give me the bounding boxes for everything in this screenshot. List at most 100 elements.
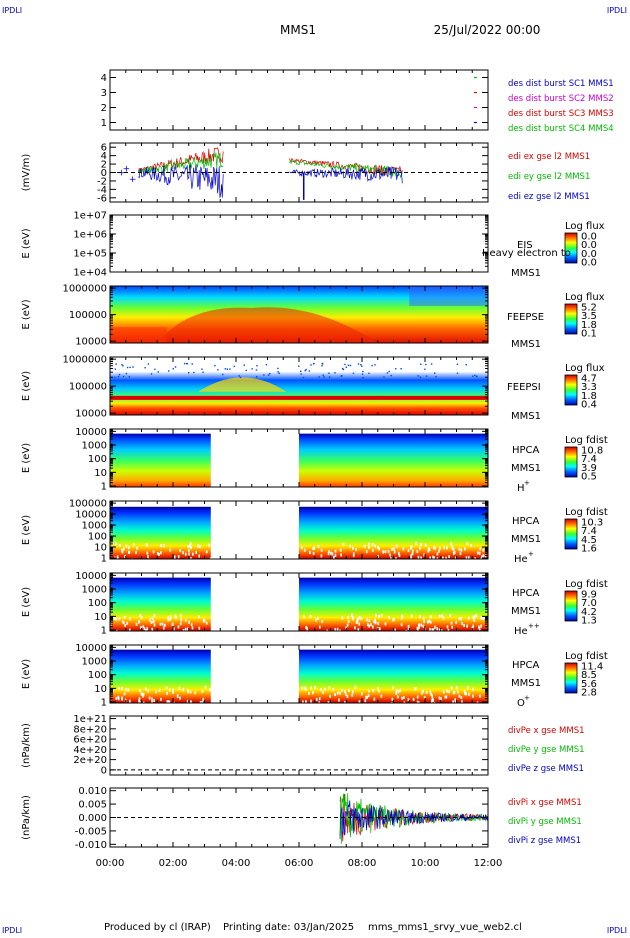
feepsi-speck xyxy=(298,365,300,367)
hpca-sparse-pixel xyxy=(303,615,305,619)
feepsi-speck xyxy=(222,373,224,376)
feepsi-speck xyxy=(121,363,123,366)
spacecraft-label: MMS1 xyxy=(511,268,541,279)
hpca-sparse-pixel xyxy=(162,626,165,630)
hpca-sparse-pixel xyxy=(484,554,487,558)
hpca-sparse-pixel xyxy=(319,625,321,629)
hpca-sparse-pixel xyxy=(310,699,312,703)
hpca-sparse-pixel xyxy=(190,623,193,627)
hpca-sparse-pixel xyxy=(429,620,432,624)
y-tick-label: 1000 xyxy=(82,657,107,668)
feepsi-speck xyxy=(214,364,216,367)
eis-panel-frame xyxy=(109,214,489,273)
y-tick-label: 0 xyxy=(101,765,107,776)
hpca-sparse-pixel xyxy=(187,549,190,553)
feepsi-speck xyxy=(245,369,247,372)
hpca-sparse-pixel xyxy=(341,616,344,620)
hpca-sparse-pixel xyxy=(401,696,403,700)
y-tick-label: 100 xyxy=(88,598,107,609)
species-label: He xyxy=(514,626,528,637)
hpca-sparse-pixel xyxy=(330,551,332,555)
hpca-sparse-pixel xyxy=(453,690,456,694)
hpca-sparse-pixel xyxy=(345,626,347,630)
hpca-sparse-pixel xyxy=(152,619,155,623)
hpca-sparse-pixel xyxy=(169,615,172,619)
hpca-sparse-pixel xyxy=(402,547,405,551)
hpca-sparse-pixel xyxy=(117,695,120,699)
hpca-sparse-pixel xyxy=(358,616,361,620)
feepsi-speck xyxy=(302,376,305,379)
hpca-sparse-pixel xyxy=(458,617,461,621)
hpca-sparse-pixel xyxy=(331,552,334,556)
feepsi-speck xyxy=(368,372,370,375)
hpca-sparse-pixel xyxy=(468,692,470,696)
feepsi-speck xyxy=(144,367,146,369)
feepsi-speck xyxy=(128,376,130,378)
hpca-sparse-pixel xyxy=(346,623,349,627)
hpca-sparse-pixel xyxy=(397,551,400,555)
hpca-sparse-pixel xyxy=(145,628,147,632)
hpca-sparse-pixel xyxy=(373,620,375,624)
feepsi-speck xyxy=(114,376,116,379)
hpca-sparse-pixel xyxy=(378,547,381,551)
feepsi-speck xyxy=(129,366,131,369)
colorbar xyxy=(564,232,578,264)
colorbar-tick-label: 3.9 xyxy=(581,463,597,474)
hpca-sparse-pixel xyxy=(313,546,316,550)
instrument-label: EIS xyxy=(517,240,533,251)
y-tick-label: 10 xyxy=(94,468,107,479)
hpca-sparse-pixel xyxy=(438,696,441,700)
y-axis-label: (mV/m) xyxy=(21,154,32,192)
hpca-sparse-pixel xyxy=(180,618,183,622)
spacecraft-label: MMS1 xyxy=(511,606,541,617)
hpca-sparse-pixel xyxy=(367,623,369,627)
hpca-sparse-pixel xyxy=(312,547,314,551)
feepsi-speck xyxy=(361,365,363,367)
hpca-sparse-pixel xyxy=(174,614,177,618)
legend-entry: divPe y gse MMS1 xyxy=(508,745,585,755)
hpca-sparse-pixel xyxy=(184,627,187,631)
hpca-sparse-pixel xyxy=(390,702,393,706)
legend-entry: edi ex gse l2 MMS1 xyxy=(508,152,590,162)
hpca-sparse-pixel xyxy=(454,698,457,702)
hpca-sparse-pixel xyxy=(160,697,162,701)
legend-entry: divPe x gse MMS1 xyxy=(508,726,585,736)
hpca-sparse-pixel xyxy=(165,686,168,690)
feepsi-speck xyxy=(352,372,355,375)
hpca-spectrogram-segment xyxy=(110,649,211,703)
hpca-sparse-pixel xyxy=(382,550,385,554)
hpca-sparse-pixel xyxy=(360,617,363,621)
species-label: O xyxy=(517,698,525,709)
hpca-sparse-pixel xyxy=(429,627,431,631)
hpca-sparse-pixel xyxy=(480,624,482,628)
hpca-sparse-pixel xyxy=(431,696,434,700)
y-tick-label: 100 xyxy=(88,454,107,465)
feepsi-speck xyxy=(251,368,253,370)
feepsi-speck xyxy=(191,363,193,365)
instrument-label: HPCA xyxy=(512,516,540,527)
y-axis-label: (nPa/km) xyxy=(21,795,32,840)
hpca-sparse-pixel xyxy=(475,613,478,617)
hpca-spectrogram-segment xyxy=(110,433,211,487)
colorbar-title: Log flux xyxy=(565,221,605,232)
hpca-sparse-pixel xyxy=(315,618,317,622)
hpca-sparse-pixel xyxy=(350,558,352,562)
hpca-spectrogram-segment xyxy=(299,506,488,559)
hpca-sparse-pixel xyxy=(410,546,412,550)
hpca-sparse-pixel xyxy=(368,624,371,628)
feepsi-speck xyxy=(419,376,422,378)
feepsi-speck xyxy=(400,368,402,370)
hpca-sparse-pixel xyxy=(146,627,149,631)
feepsi-speck xyxy=(300,370,302,373)
hpca-sparse-pixel xyxy=(167,702,170,706)
hpca-sparse-pixel xyxy=(145,687,147,691)
hpca-sparse-pixel xyxy=(407,627,410,631)
y-tick-label: 1000000 xyxy=(62,355,107,366)
hpca-spectrogram-segment xyxy=(299,433,488,487)
hpca-sparse-pixel xyxy=(446,689,448,693)
y-tick-label: 1e+04 xyxy=(73,268,107,279)
colorbar xyxy=(564,446,578,478)
hpca-sparse-pixel xyxy=(305,626,307,630)
hpca-sparse-pixel xyxy=(410,554,412,558)
feepsi-speck xyxy=(183,362,186,365)
